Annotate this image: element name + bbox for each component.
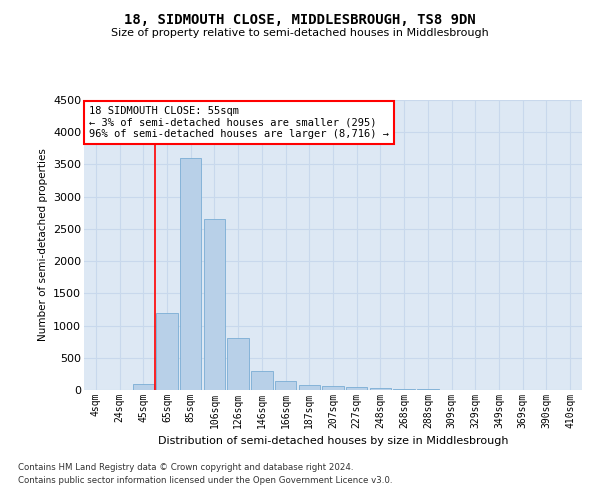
Bar	[370, 388, 391, 390]
X-axis label: Distribution of semi-detached houses by size in Middlesbrough: Distribution of semi-detached houses by …	[158, 436, 508, 446]
Bar	[180, 158, 202, 390]
Bar	[299, 385, 320, 390]
Text: 18 SIDMOUTH CLOSE: 55sqm
← 3% of semi-detached houses are smaller (295)
96% of s: 18 SIDMOUTH CLOSE: 55sqm ← 3% of semi-de…	[89, 106, 389, 139]
Y-axis label: Number of semi-detached properties: Number of semi-detached properties	[38, 148, 47, 342]
Bar	[204, 219, 225, 390]
Bar	[322, 386, 344, 390]
Bar	[227, 338, 249, 390]
Bar	[133, 384, 154, 390]
Bar	[251, 370, 272, 390]
Text: Contains public sector information licensed under the Open Government Licence v3: Contains public sector information licen…	[18, 476, 392, 485]
Text: Size of property relative to semi-detached houses in Middlesbrough: Size of property relative to semi-detach…	[111, 28, 489, 38]
Text: 18, SIDMOUTH CLOSE, MIDDLESBROUGH, TS8 9DN: 18, SIDMOUTH CLOSE, MIDDLESBROUGH, TS8 9…	[124, 12, 476, 26]
Bar	[394, 389, 415, 390]
Text: Contains HM Land Registry data © Crown copyright and database right 2024.: Contains HM Land Registry data © Crown c…	[18, 462, 353, 471]
Bar	[275, 381, 296, 390]
Bar	[157, 312, 178, 390]
Bar	[346, 387, 367, 390]
